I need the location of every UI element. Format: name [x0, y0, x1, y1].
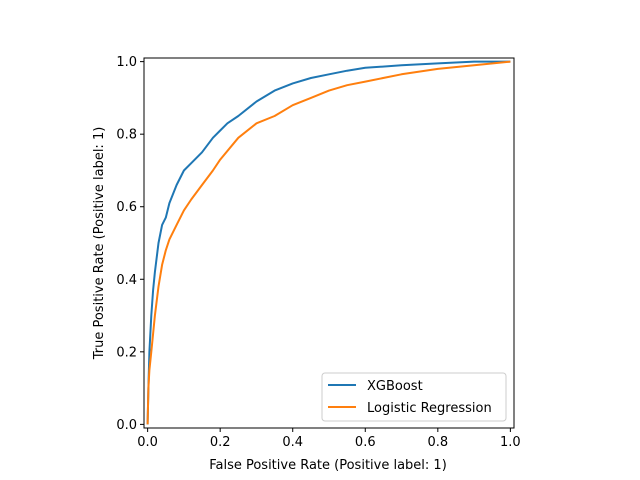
- x-axis: 0.0 0.2 0.4 0.6 0.8 1.0: [137, 428, 521, 450]
- x-tick-label: 0.0: [137, 435, 158, 450]
- plot-area: [146, 60, 511, 425]
- series-line-logistic-regression: [146, 60, 511, 425]
- x-axis-label: False Positive Rate (Positive label: 1): [209, 458, 447, 473]
- x-tick-label: 1.0: [500, 435, 521, 450]
- x-tick-label: 0.6: [355, 435, 376, 450]
- y-tick-label: 0.4: [116, 273, 137, 288]
- legend-label-logistic-regression: Logistic Regression: [367, 401, 492, 416]
- y-axis-label: True Positive Rate (Positive label: 1): [92, 127, 107, 361]
- x-tick-label: 0.4: [282, 435, 303, 450]
- y-axis: 0.0 0.2 0.4 0.6 0.8 1.0: [116, 55, 144, 433]
- y-tick-label: 0.6: [116, 200, 137, 215]
- y-tick-label: 0.8: [116, 128, 137, 143]
- legend-box: [321, 372, 507, 422]
- x-tick-label: 0.2: [210, 435, 231, 450]
- y-tick-label: 0.0: [116, 418, 137, 433]
- x-tick-label: 0.8: [427, 435, 448, 450]
- legend-label-xgboost: XGBoost: [367, 379, 423, 394]
- legend: XGBoost Logistic Regression: [321, 372, 507, 422]
- y-tick-label: 1.0: [116, 55, 137, 70]
- series-line-xgboost: [146, 60, 511, 425]
- y-tick-label: 0.2: [116, 345, 137, 360]
- plot-frame: [143, 57, 515, 429]
